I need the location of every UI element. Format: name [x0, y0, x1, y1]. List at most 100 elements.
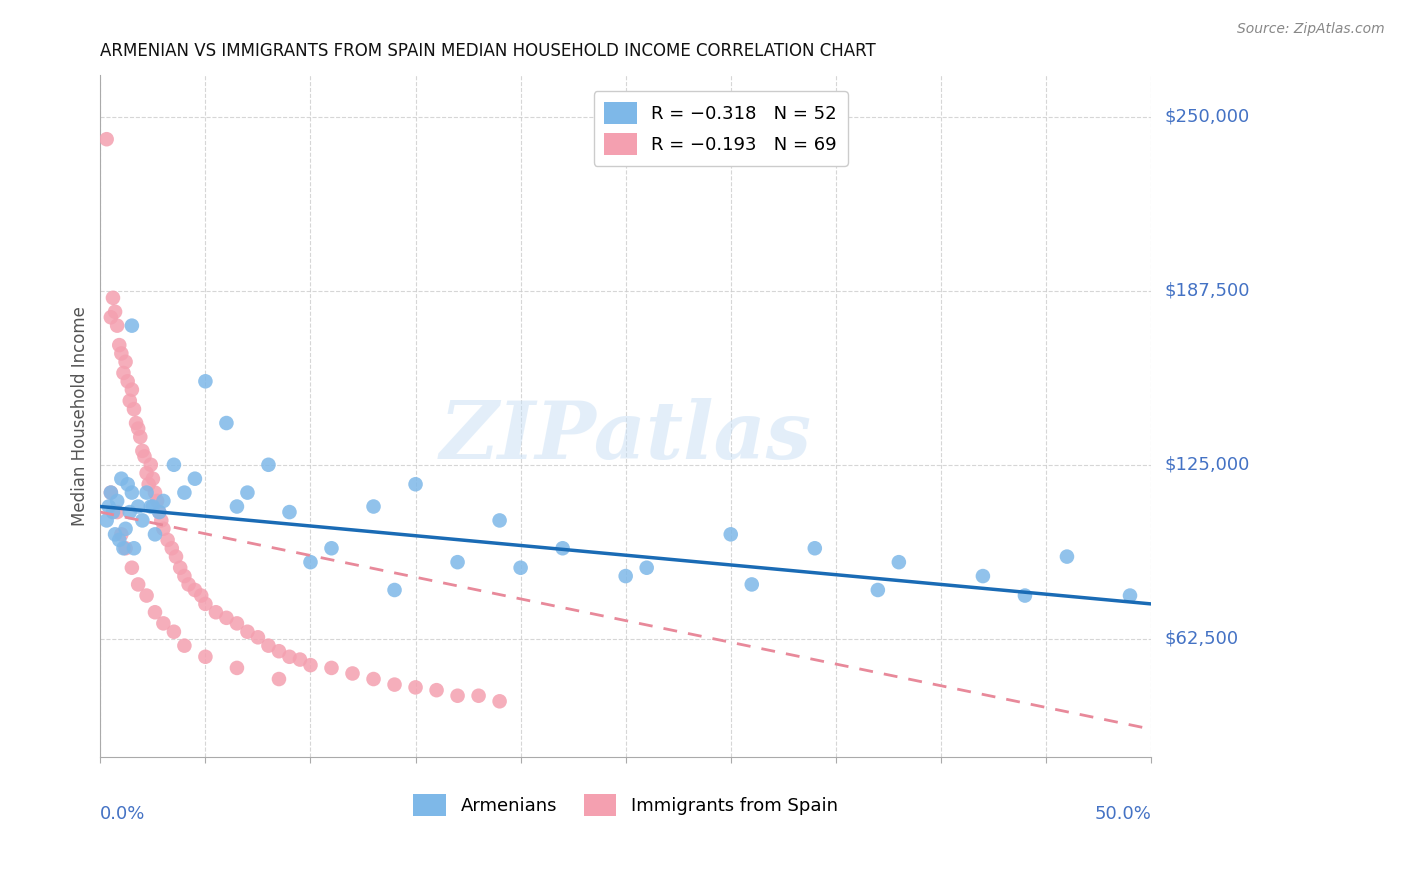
Point	[551, 541, 574, 556]
Point	[169, 560, 191, 574]
Point	[614, 569, 637, 583]
Legend: Armenians, Immigrants from Spain: Armenians, Immigrants from Spain	[406, 787, 845, 823]
Point	[110, 527, 132, 541]
Point	[173, 569, 195, 583]
Point	[190, 589, 212, 603]
Point	[114, 541, 136, 556]
Point	[100, 485, 122, 500]
Point	[972, 569, 994, 583]
Point	[105, 494, 128, 508]
Point	[121, 560, 143, 574]
Point	[257, 458, 280, 472]
Point	[384, 677, 406, 691]
Point	[114, 522, 136, 536]
Point	[96, 513, 118, 527]
Text: $187,500: $187,500	[1166, 282, 1250, 300]
Point	[321, 541, 343, 556]
Point	[127, 500, 149, 514]
Point	[205, 605, 228, 619]
Point	[278, 649, 301, 664]
Point	[122, 402, 145, 417]
Point	[267, 672, 290, 686]
Point	[866, 582, 889, 597]
Point	[112, 366, 135, 380]
Point	[226, 616, 249, 631]
Point	[118, 505, 141, 519]
Point	[488, 694, 510, 708]
Text: $250,000: $250,000	[1166, 108, 1250, 126]
Point	[121, 318, 143, 333]
Point	[118, 393, 141, 408]
Point	[446, 555, 468, 569]
Point	[509, 560, 531, 574]
Point	[125, 416, 148, 430]
Point	[152, 616, 174, 631]
Point	[194, 597, 217, 611]
Point	[131, 513, 153, 527]
Point	[146, 494, 169, 508]
Point	[108, 338, 131, 352]
Point	[215, 611, 238, 625]
Point	[288, 652, 311, 666]
Point	[236, 485, 259, 500]
Point	[142, 472, 165, 486]
Text: 50.0%: 50.0%	[1094, 805, 1152, 822]
Point	[112, 541, 135, 556]
Point	[405, 681, 427, 695]
Text: $125,000: $125,000	[1166, 456, 1250, 474]
Point	[194, 374, 217, 388]
Point	[236, 624, 259, 639]
Point	[101, 505, 124, 519]
Text: ARMENIAN VS IMMIGRANTS FROM SPAIN MEDIAN HOUSEHOLD INCOME CORRELATION CHART: ARMENIAN VS IMMIGRANTS FROM SPAIN MEDIAN…	[100, 42, 876, 60]
Point	[165, 549, 187, 564]
Point	[131, 443, 153, 458]
Point	[1119, 589, 1142, 603]
Point	[108, 533, 131, 547]
Point	[142, 500, 165, 514]
Point	[467, 689, 489, 703]
Point	[1014, 589, 1036, 603]
Point	[887, 555, 910, 569]
Point	[129, 430, 152, 444]
Point	[117, 374, 139, 388]
Point	[636, 560, 658, 574]
Point	[110, 346, 132, 360]
Point	[96, 132, 118, 146]
Point	[138, 477, 160, 491]
Point	[139, 500, 162, 514]
Point	[143, 605, 166, 619]
Point	[267, 644, 290, 658]
Point	[110, 472, 132, 486]
Point	[152, 522, 174, 536]
Point	[160, 541, 183, 556]
Point	[425, 683, 447, 698]
Point	[127, 577, 149, 591]
Point	[156, 533, 179, 547]
Point	[446, 689, 468, 703]
Point	[143, 527, 166, 541]
Point	[384, 582, 406, 597]
Point	[173, 485, 195, 500]
Point	[299, 658, 322, 673]
Point	[104, 527, 127, 541]
Point	[121, 485, 143, 500]
Point	[117, 477, 139, 491]
Point	[163, 458, 186, 472]
Point	[184, 582, 207, 597]
Point	[127, 421, 149, 435]
Text: 0.0%: 0.0%	[100, 805, 146, 822]
Point	[488, 513, 510, 527]
Point	[804, 541, 827, 556]
Point	[122, 541, 145, 556]
Point	[134, 450, 156, 464]
Text: $62,500: $62,500	[1166, 630, 1239, 648]
Point	[1056, 549, 1078, 564]
Point	[139, 458, 162, 472]
Point	[405, 477, 427, 491]
Point	[152, 494, 174, 508]
Point	[143, 485, 166, 500]
Point	[246, 630, 269, 644]
Point	[741, 577, 763, 591]
Point	[100, 310, 122, 325]
Point	[177, 577, 200, 591]
